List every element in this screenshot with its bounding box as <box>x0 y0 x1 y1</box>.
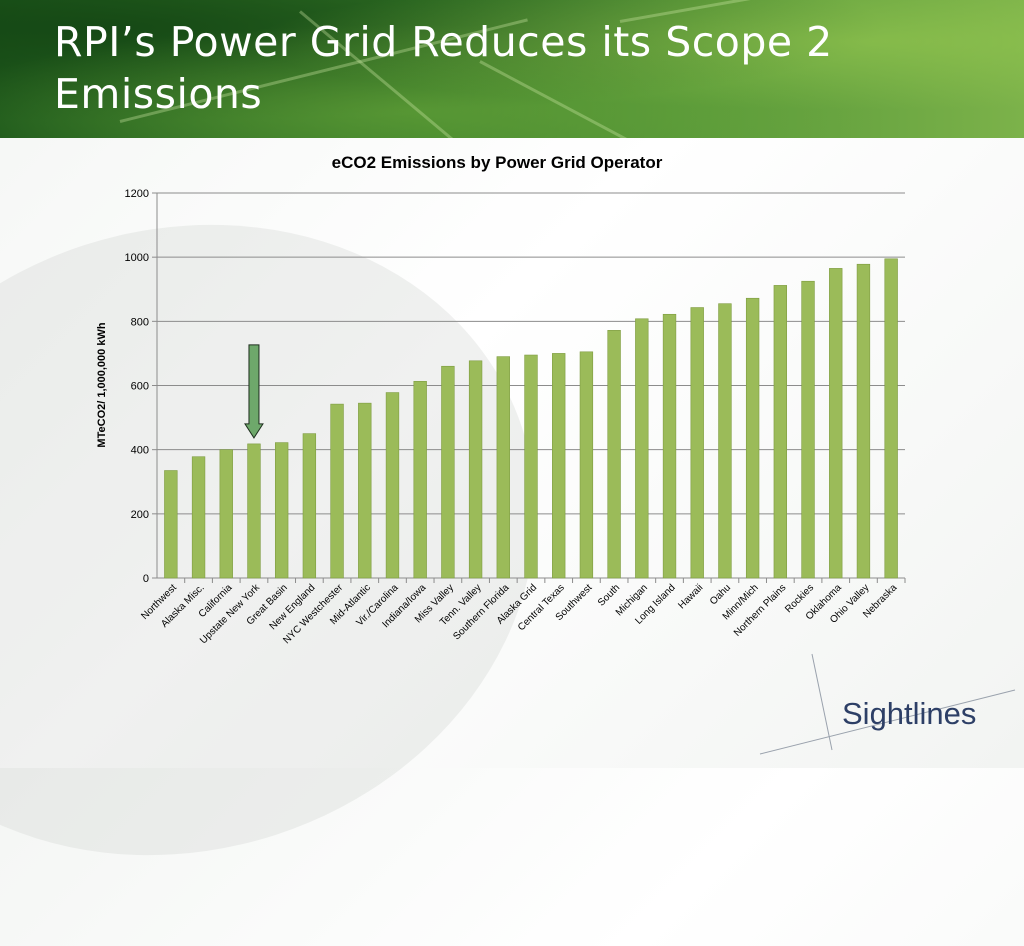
sightlines-logo: Sightlines <box>842 696 977 731</box>
bar <box>579 351 594 579</box>
y-tick-label: 800 <box>131 316 149 328</box>
bar <box>247 443 261 579</box>
y-tick-label: 400 <box>131 445 149 457</box>
bar <box>385 392 400 579</box>
y-tick-label: 0 <box>143 573 149 585</box>
slide-title: RPI’s Power Grid Reduces its Scope 2 Emi… <box>54 18 833 118</box>
bar <box>884 258 898 579</box>
bar <box>441 365 455 579</box>
bar <box>413 381 427 579</box>
bar <box>773 285 788 579</box>
y-tick-label: 600 <box>131 381 149 393</box>
bar <box>718 303 732 579</box>
bar <box>829 268 843 579</box>
y-tick-label: 1200 <box>125 188 149 200</box>
bar <box>552 353 566 579</box>
x-tick-label: Oahu <box>708 582 733 607</box>
bar <box>745 297 760 579</box>
bar <box>690 307 704 579</box>
bar <box>801 280 815 579</box>
bar <box>468 360 483 579</box>
slide-header-banner: RPI’s Power Grid Reduces its Scope 2 Emi… <box>0 0 1024 138</box>
logo-cross-lines <box>759 653 1016 755</box>
y-axis-label: MTeCO2/ 1,000,000 kWh <box>96 322 108 447</box>
x-tick-label: Hawaii <box>676 582 705 611</box>
bar <box>274 442 289 579</box>
bar <box>607 330 621 579</box>
bar <box>662 313 677 579</box>
x-tick-label: Northern Plains <box>732 582 789 639</box>
bar <box>219 449 233 579</box>
bar <box>358 402 372 579</box>
highlight-arrow <box>244 344 264 439</box>
bar <box>302 433 317 579</box>
bar <box>330 403 344 579</box>
y-tick-labels: 0 200 400 600 800 1000 1200 <box>125 188 149 585</box>
y-tick-label: 1000 <box>125 252 149 264</box>
y-tick-label: 200 <box>131 509 149 521</box>
chart-title: eCO2 Emissions by Power Grid Operator <box>332 153 663 172</box>
bar <box>164 470 178 579</box>
bars <box>164 258 898 579</box>
annotation-layer <box>244 344 264 439</box>
bar <box>856 263 871 579</box>
bar <box>524 354 538 579</box>
bar <box>191 456 206 579</box>
bar <box>635 318 649 579</box>
emissions-bar-chart: eCO2 Emissions by Power Grid Operator MT… <box>96 153 906 647</box>
bar <box>496 356 510 579</box>
x-tick-label: South <box>596 582 622 608</box>
